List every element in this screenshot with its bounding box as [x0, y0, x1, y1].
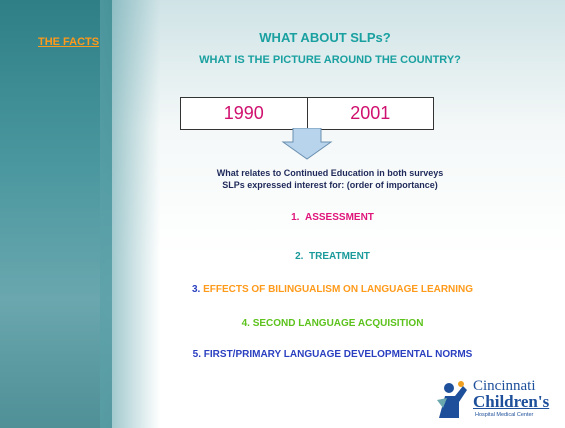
list-item: 4. SECOND LANGUAGE ACQUISITION	[100, 318, 565, 329]
section-link[interactable]: THE FACTS	[38, 36, 100, 48]
item-number: 5.	[192, 349, 202, 360]
logo-icon	[437, 381, 467, 418]
list-item: 1. ASSESSMENT	[100, 212, 565, 223]
item-text: FIRST/PRIMARY LANGUAGE DEVELOPMENTAL NOR…	[203, 349, 473, 360]
strip-fade	[100, 0, 160, 428]
item-number: 2.	[295, 251, 304, 262]
list-item: 3. EFFECTS OF BILINGUALISM ON LANGUAGE L…	[100, 284, 565, 295]
logo-text: Children's	[473, 392, 550, 411]
logo-text: Hospital Medical Center	[475, 412, 534, 418]
item-number: 1.	[291, 212, 300, 223]
slide-subtitle: WHAT IS THE PICTURE AROUND THE COUNTRY?	[199, 54, 461, 66]
side-strip	[0, 0, 112, 428]
year: 2001	[306, 98, 434, 129]
intro-line: SLPs expressed interest for: (order of i…	[222, 180, 438, 190]
year-box: 1990 2001	[180, 97, 434, 130]
list-item: 5. FIRST/PRIMARY LANGUAGE DEVELOPMENTAL …	[100, 349, 565, 360]
item-number: 4.	[241, 318, 250, 329]
list-item: 2. TREATMENT	[100, 251, 565, 262]
logo-text: Cincinnati	[473, 378, 536, 394]
slide-title: WHAT ABOUT SLPs?	[259, 30, 391, 45]
item-text: ASSESSMENT	[305, 212, 374, 223]
logo: Cincinnati Children's Hospital Medical C…	[435, 378, 560, 424]
intro-line: What relates to Continued Education in b…	[216, 168, 444, 178]
down-arrow	[281, 128, 333, 160]
item-text: EFFECTS OF BILINGUALISM ON LANGUAGE LEAR…	[203, 284, 474, 295]
item-text: SECOND LANGUAGE ACQUISITION	[252, 318, 424, 329]
item-number: 3.	[191, 284, 201, 295]
item-text: TREATMENT	[308, 251, 370, 262]
year: 1990	[223, 103, 264, 123]
